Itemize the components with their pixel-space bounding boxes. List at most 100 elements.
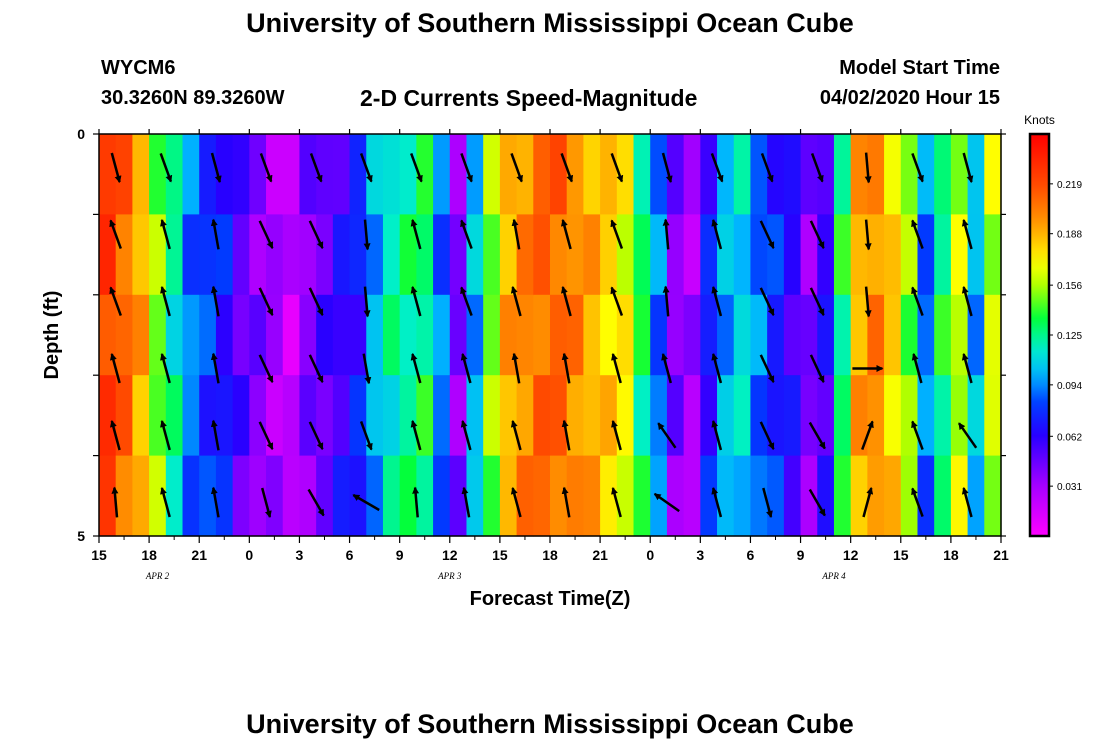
heatmap-cell [884, 294, 902, 376]
current-vector-arrow [611, 487, 622, 518]
heatmap-cell [833, 294, 852, 376]
heatmap-cell [433, 134, 451, 215]
heatmap-cell [232, 294, 250, 376]
current-vector-arrow [460, 286, 473, 317]
heatmap-cell [934, 134, 952, 215]
current-vector-arrow [810, 152, 824, 183]
heatmap-cell [583, 455, 601, 537]
heatmap-cell [633, 134, 651, 215]
colorbar-tick-label: 0.156 [1057, 281, 1082, 292]
heatmap-cell [499, 375, 518, 457]
current-vector-arrow [258, 287, 274, 317]
current-vector-arrow [561, 352, 571, 384]
current-vector-arrow [410, 420, 422, 451]
current-vector-arrow [864, 286, 872, 318]
y-axis-label: Depth (ft) [41, 291, 63, 380]
heatmap-cell [399, 455, 417, 537]
heatmap-cell [750, 375, 768, 457]
heatmap-cell [132, 455, 150, 537]
heatmap-cell [483, 134, 501, 215]
station-coordinates: 30.3260N 89.3260W [101, 87, 285, 109]
heatmap-cell [700, 214, 718, 296]
heatmap-cell [550, 375, 568, 457]
heatmap-cell [550, 134, 568, 215]
current-vector-arrow [560, 152, 574, 183]
current-vector-arrow [911, 219, 924, 250]
heatmap-cell [767, 455, 785, 537]
heatmap-cell [783, 455, 802, 537]
x-tick-label: 21 [993, 547, 1009, 563]
x-tick-label: 9 [396, 547, 404, 563]
y-tick-label: 0 [77, 126, 85, 142]
heatmap-cell [750, 134, 768, 215]
current-vector-arrow [661, 353, 673, 384]
current-vector-arrow [962, 152, 974, 183]
heatmap-cell [182, 294, 200, 376]
heatmap-cell [700, 375, 718, 457]
heatmap-cell [366, 375, 384, 457]
current-vector-arrow [210, 285, 220, 317]
heatmap-cell [666, 375, 685, 457]
heatmap-cell [132, 375, 150, 457]
heatmap-cell [833, 455, 852, 537]
heatmap-cell [382, 455, 401, 537]
current-vector-arrow [210, 218, 220, 250]
x-tick-label: 21 [191, 547, 207, 563]
current-vector-arrow [260, 487, 272, 518]
x-tick-label: 0 [646, 547, 654, 563]
chart-axes: 15 18 21 0 3 6 9 12 15 18 21 0 3 6 9 12 15 18 21 0 5 APR 2 APR… [41, 126, 1009, 610]
heatmap-cell [583, 134, 601, 215]
current-vector-arrow [653, 492, 680, 513]
heatmap-cell [600, 134, 618, 215]
current-vector-arrow [611, 420, 622, 451]
heatmap-cell [466, 134, 484, 215]
colorbar-tick-label: 0.188 [1057, 230, 1082, 241]
heatmap-cell [867, 455, 885, 537]
heatmap-cell [800, 294, 818, 376]
current-vector-arrow [560, 219, 572, 250]
heatmap-cell [733, 294, 752, 376]
heatmap-cell [466, 214, 484, 296]
current-vector-arrow [961, 487, 973, 518]
current-vector-arrow [760, 152, 774, 183]
heatmap-cell [215, 134, 234, 215]
heatmap-cell [416, 134, 434, 215]
heatmap-cell [900, 375, 919, 457]
heatmap-cell [783, 294, 802, 376]
current-vector-arrow [808, 421, 826, 450]
heatmap-cell [466, 455, 484, 537]
heatmap-cell [900, 134, 919, 215]
heatmap-cell [332, 294, 351, 376]
current-vector-arrow [561, 419, 571, 451]
current-vector-arrow [109, 353, 121, 384]
heatmap-cell [700, 134, 718, 215]
current-vector-arrow [308, 287, 324, 317]
current-vector-arrow [611, 353, 622, 384]
x-tick-label: 15 [91, 547, 107, 563]
current-vector-arrow [210, 419, 220, 451]
heatmap-cells [99, 134, 1002, 537]
current-vector-arrow [410, 152, 423, 183]
heatmap-cell [299, 214, 317, 296]
heatmap-cell [366, 294, 384, 376]
heatmap-cell [366, 214, 384, 296]
x-axis-label: Forecast Time(Z) [470, 588, 631, 610]
heatmap-cell [783, 375, 802, 457]
heatmap-cell [767, 134, 785, 215]
heatmap-cell [349, 214, 367, 296]
heatmap-cell [149, 455, 167, 537]
current-vector-arrow [511, 352, 521, 384]
heatmap-cell [282, 214, 301, 296]
current-vector-arrow [762, 487, 773, 518]
heatmap-cell [750, 214, 768, 296]
current-vector-arrow [610, 152, 624, 183]
heatmap-cell [850, 294, 868, 376]
heatmap-cell [566, 455, 584, 537]
heatmap-cell [984, 375, 1002, 457]
current-vector-arrow [711, 219, 723, 250]
x-tick-label: 6 [346, 547, 354, 563]
heatmap-cell [884, 214, 902, 296]
heatmap-cell [616, 375, 635, 457]
x-tick-label: 0 [245, 547, 253, 563]
